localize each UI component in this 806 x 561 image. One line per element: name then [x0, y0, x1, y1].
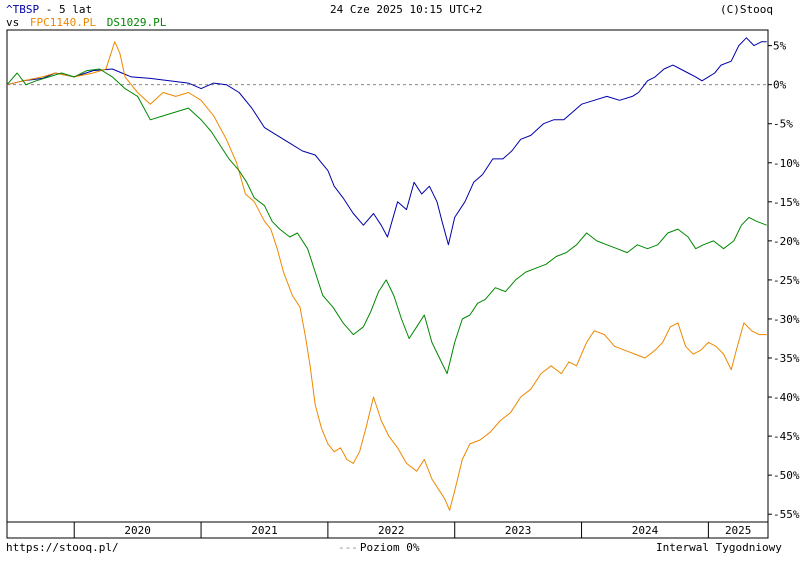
y-tick-label: -35% [773, 352, 800, 365]
chart-timestamp: 24 Cze 2025 10:15 UTC+2 [330, 3, 483, 16]
y-tick-label: -25% [773, 274, 800, 287]
y-tick-label: -30% [773, 313, 800, 326]
series-line-ds1029-pl [6, 68, 767, 375]
x-tick-label-2024: 2024 [632, 524, 659, 537]
x-tick-label-2020: 2020 [124, 524, 151, 537]
y-tick-label: -45% [773, 430, 800, 443]
y-tick-label: -15% [773, 196, 800, 209]
y-tick-label: -50% [773, 469, 800, 482]
series-line--tbsp [6, 37, 767, 246]
y-tick-label: -20% [773, 235, 800, 248]
y-tick-label: -10% [773, 157, 800, 170]
x-tick-label-2023: 2023 [505, 524, 532, 537]
x-tick-label-2021: 2021 [251, 524, 278, 537]
symbol-title[interactable]: ^TBSP [6, 3, 40, 16]
series-line-fpc1140-pl [6, 41, 767, 511]
y-tick-label: -55% [773, 508, 800, 521]
y-tick-label: 5% [773, 40, 787, 53]
header-line-2: vs FPC1140.PL DS1029.PL [6, 17, 166, 29]
y-tick-label: 0% [773, 79, 787, 92]
interval-label: Interwal Tygodniowy [656, 541, 782, 554]
header-line-1: ^TBSP - 5 lat [6, 4, 92, 16]
x-tick-label-2022: 2022 [378, 524, 405, 537]
compare-symbol-ds[interactable]: DS1029.PL [106, 16, 167, 29]
zero-level-legend: --- Poziom 0% [338, 542, 419, 554]
period-label: - 5 lat [39, 3, 93, 16]
compare-symbol-fpc[interactable]: FPC1140.PL [29, 16, 97, 29]
zero-level-dash: --- [338, 541, 358, 554]
y-tick-label: -5% [773, 118, 793, 131]
copyright-label: (C)Stooq [720, 3, 773, 16]
plot-frame [6, 29, 769, 539]
y-tick-label: -40% [773, 391, 800, 404]
footer-url-link[interactable]: https://stooq.pl/ [6, 541, 119, 554]
zero-level-label: Poziom 0% [359, 541, 420, 554]
x-tick-label-2025: 2025 [725, 524, 752, 537]
vs-label: vs [6, 16, 20, 29]
